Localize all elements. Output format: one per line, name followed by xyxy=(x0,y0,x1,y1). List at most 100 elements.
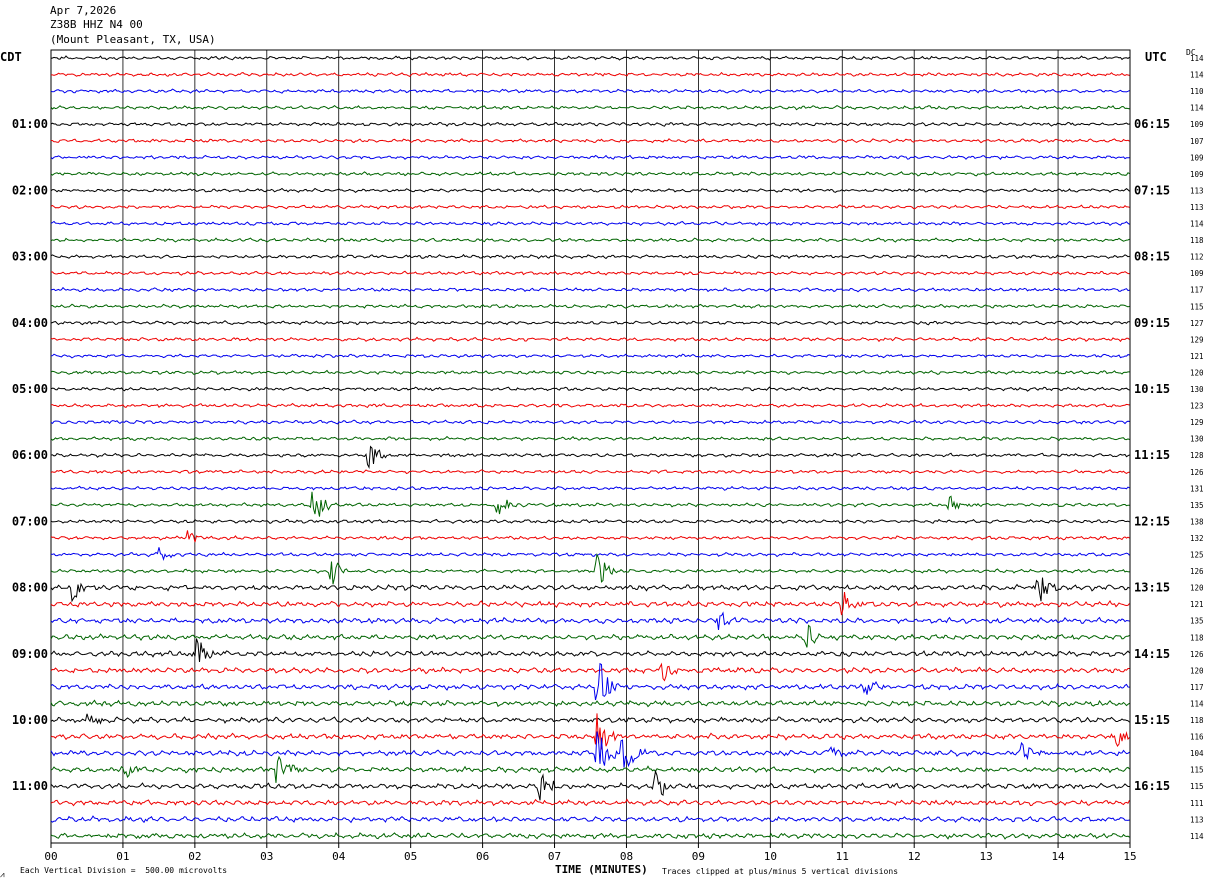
dc-offset-label: 109 xyxy=(1190,153,1204,162)
seismic-trace-row xyxy=(50,592,1130,616)
seismic-trace-row xyxy=(50,518,1130,525)
left-hour-label: 08:00 xyxy=(12,581,48,595)
seismic-trace-row xyxy=(50,577,1130,603)
x-tick-label: 04 xyxy=(332,850,346,863)
left-hour-label: 07:00 xyxy=(12,514,48,528)
dc-offset-label: 138 xyxy=(1190,517,1204,526)
dc-offset-label: 111 xyxy=(1190,799,1204,808)
x-axis-title: TIME (MINUTES) xyxy=(555,863,648,876)
dc-offset-label: 116 xyxy=(1190,733,1204,742)
dc-offset-label: 114 xyxy=(1190,71,1204,80)
right-hour-label: 09:15 xyxy=(1134,316,1170,330)
dc-offset-label: 114 xyxy=(1190,699,1204,708)
left-hour-label: 03:00 xyxy=(12,250,48,264)
dc-offset-label: 115 xyxy=(1190,766,1204,775)
dc-column-header: DC xyxy=(1186,48,1196,57)
station-location: (Mount Pleasant, TX, USA) xyxy=(50,33,216,46)
seismic-trace-row xyxy=(50,755,1130,783)
x-tick-label: 03 xyxy=(260,850,273,863)
seismic-trace-row xyxy=(50,485,1130,491)
seismic-trace-row xyxy=(50,353,1130,359)
seismic-trace-row xyxy=(50,204,1130,210)
dc-offset-label: 117 xyxy=(1190,286,1204,295)
seismic-trace-row xyxy=(50,435,1130,442)
dc-offset-label: 120 xyxy=(1190,368,1204,377)
right-hour-label: 15:15 xyxy=(1134,713,1170,727)
plot-frame xyxy=(50,49,1131,844)
x-tick-label: 02 xyxy=(188,850,201,863)
x-tick-label: 11 xyxy=(836,850,849,863)
dc-offset-label: 113 xyxy=(1190,186,1204,195)
scale-note: Each Vertical Division = 500.00 microvol… xyxy=(20,866,228,875)
dc-offset-label: 112 xyxy=(1190,253,1204,262)
seismic-trace-row xyxy=(50,386,1130,392)
left-hour-label: 10:00 xyxy=(12,713,48,727)
x-tick-label: 01 xyxy=(116,850,129,863)
dc-offset-label: 131 xyxy=(1190,484,1204,493)
dc-offset-label: 118 xyxy=(1190,236,1204,245)
seismic-trace-row xyxy=(50,624,1130,648)
dc-offset-label: 118 xyxy=(1190,716,1204,725)
seismic-trace-row xyxy=(50,547,1130,562)
seismic-trace-row xyxy=(50,699,1130,708)
dc-offset-label: 113 xyxy=(1190,203,1204,212)
seismic-trace-row xyxy=(50,419,1130,425)
x-tick-label: 12 xyxy=(908,850,921,863)
right-hour-label: 14:15 xyxy=(1134,647,1170,661)
seismic-trace-row xyxy=(50,187,1130,194)
seismic-trace-row xyxy=(50,491,1130,517)
dc-offset-label: 128 xyxy=(1190,451,1204,460)
corner-mark-icon: ⩘ xyxy=(0,870,5,879)
right-hour-label: 11:15 xyxy=(1134,448,1170,462)
x-tick-label: 08 xyxy=(620,850,633,863)
seismic-trace-row xyxy=(50,832,1130,840)
seismic-trace-row xyxy=(50,662,1130,701)
dc-offset-label: 130 xyxy=(1190,385,1204,394)
clip-note: Traces clipped at plus/minus 5 vertical … xyxy=(662,867,899,876)
seismic-trace-row xyxy=(50,769,1130,801)
seismic-trace-row xyxy=(50,138,1130,144)
dc-offset-label: 115 xyxy=(1190,302,1204,311)
seismic-trace-row xyxy=(50,552,1130,585)
plot-date: Apr 7,2026 xyxy=(50,4,117,17)
dc-offset-label: 120 xyxy=(1190,584,1204,593)
right-hour-label: 10:15 xyxy=(1134,382,1170,396)
seismic-trace-row xyxy=(50,336,1130,343)
left-hour-label: 06:00 xyxy=(12,448,48,462)
left-hour-label: 02:00 xyxy=(12,183,48,197)
left-hour-label: 11:00 xyxy=(12,779,48,793)
left-timezone-label: CDT xyxy=(0,50,22,64)
seismic-trace-row xyxy=(50,303,1130,309)
seismic-trace-row xyxy=(50,154,1130,160)
station-id: Z38B HHZ N4 00 xyxy=(50,18,143,31)
left-hour-label: 01:00 xyxy=(12,117,48,131)
dc-offset-label: 126 xyxy=(1190,567,1204,576)
dc-offset-label: 104 xyxy=(1190,749,1204,758)
x-tick-label: 05 xyxy=(404,850,417,863)
dc-offset-label: 114 xyxy=(1190,104,1204,113)
x-tick-label: 14 xyxy=(1051,850,1065,863)
seismic-trace-row xyxy=(50,815,1130,824)
dc-offset-label: 120 xyxy=(1190,666,1204,675)
dc-offset-label: 126 xyxy=(1190,650,1204,659)
dc-offset-label: 109 xyxy=(1190,269,1204,278)
seismic-trace-row xyxy=(50,662,1130,682)
dc-offset-label: 113 xyxy=(1190,815,1204,824)
seismic-trace-row xyxy=(50,171,1130,177)
dc-offset-label: 132 xyxy=(1190,534,1204,543)
seismic-trace-row xyxy=(50,253,1130,260)
x-tick-label: 09 xyxy=(692,850,705,863)
seismic-trace-row xyxy=(50,445,1130,470)
seismic-trace-row xyxy=(50,286,1130,293)
seismic-trace-row xyxy=(50,220,1130,227)
seismic-trace-row xyxy=(50,237,1130,243)
x-tick-label: 15 xyxy=(1123,850,1136,863)
dc-offset-label: 123 xyxy=(1190,402,1204,411)
seismic-trace-row xyxy=(50,731,1130,768)
dc-offset-label: 130 xyxy=(1190,435,1204,444)
x-tick-label: 06 xyxy=(476,850,489,863)
x-tick-label: 13 xyxy=(980,850,993,863)
left-hour-label: 04:00 xyxy=(12,316,48,330)
seismic-trace-row xyxy=(50,320,1130,326)
dc-offset-label: 115 xyxy=(1190,782,1204,791)
